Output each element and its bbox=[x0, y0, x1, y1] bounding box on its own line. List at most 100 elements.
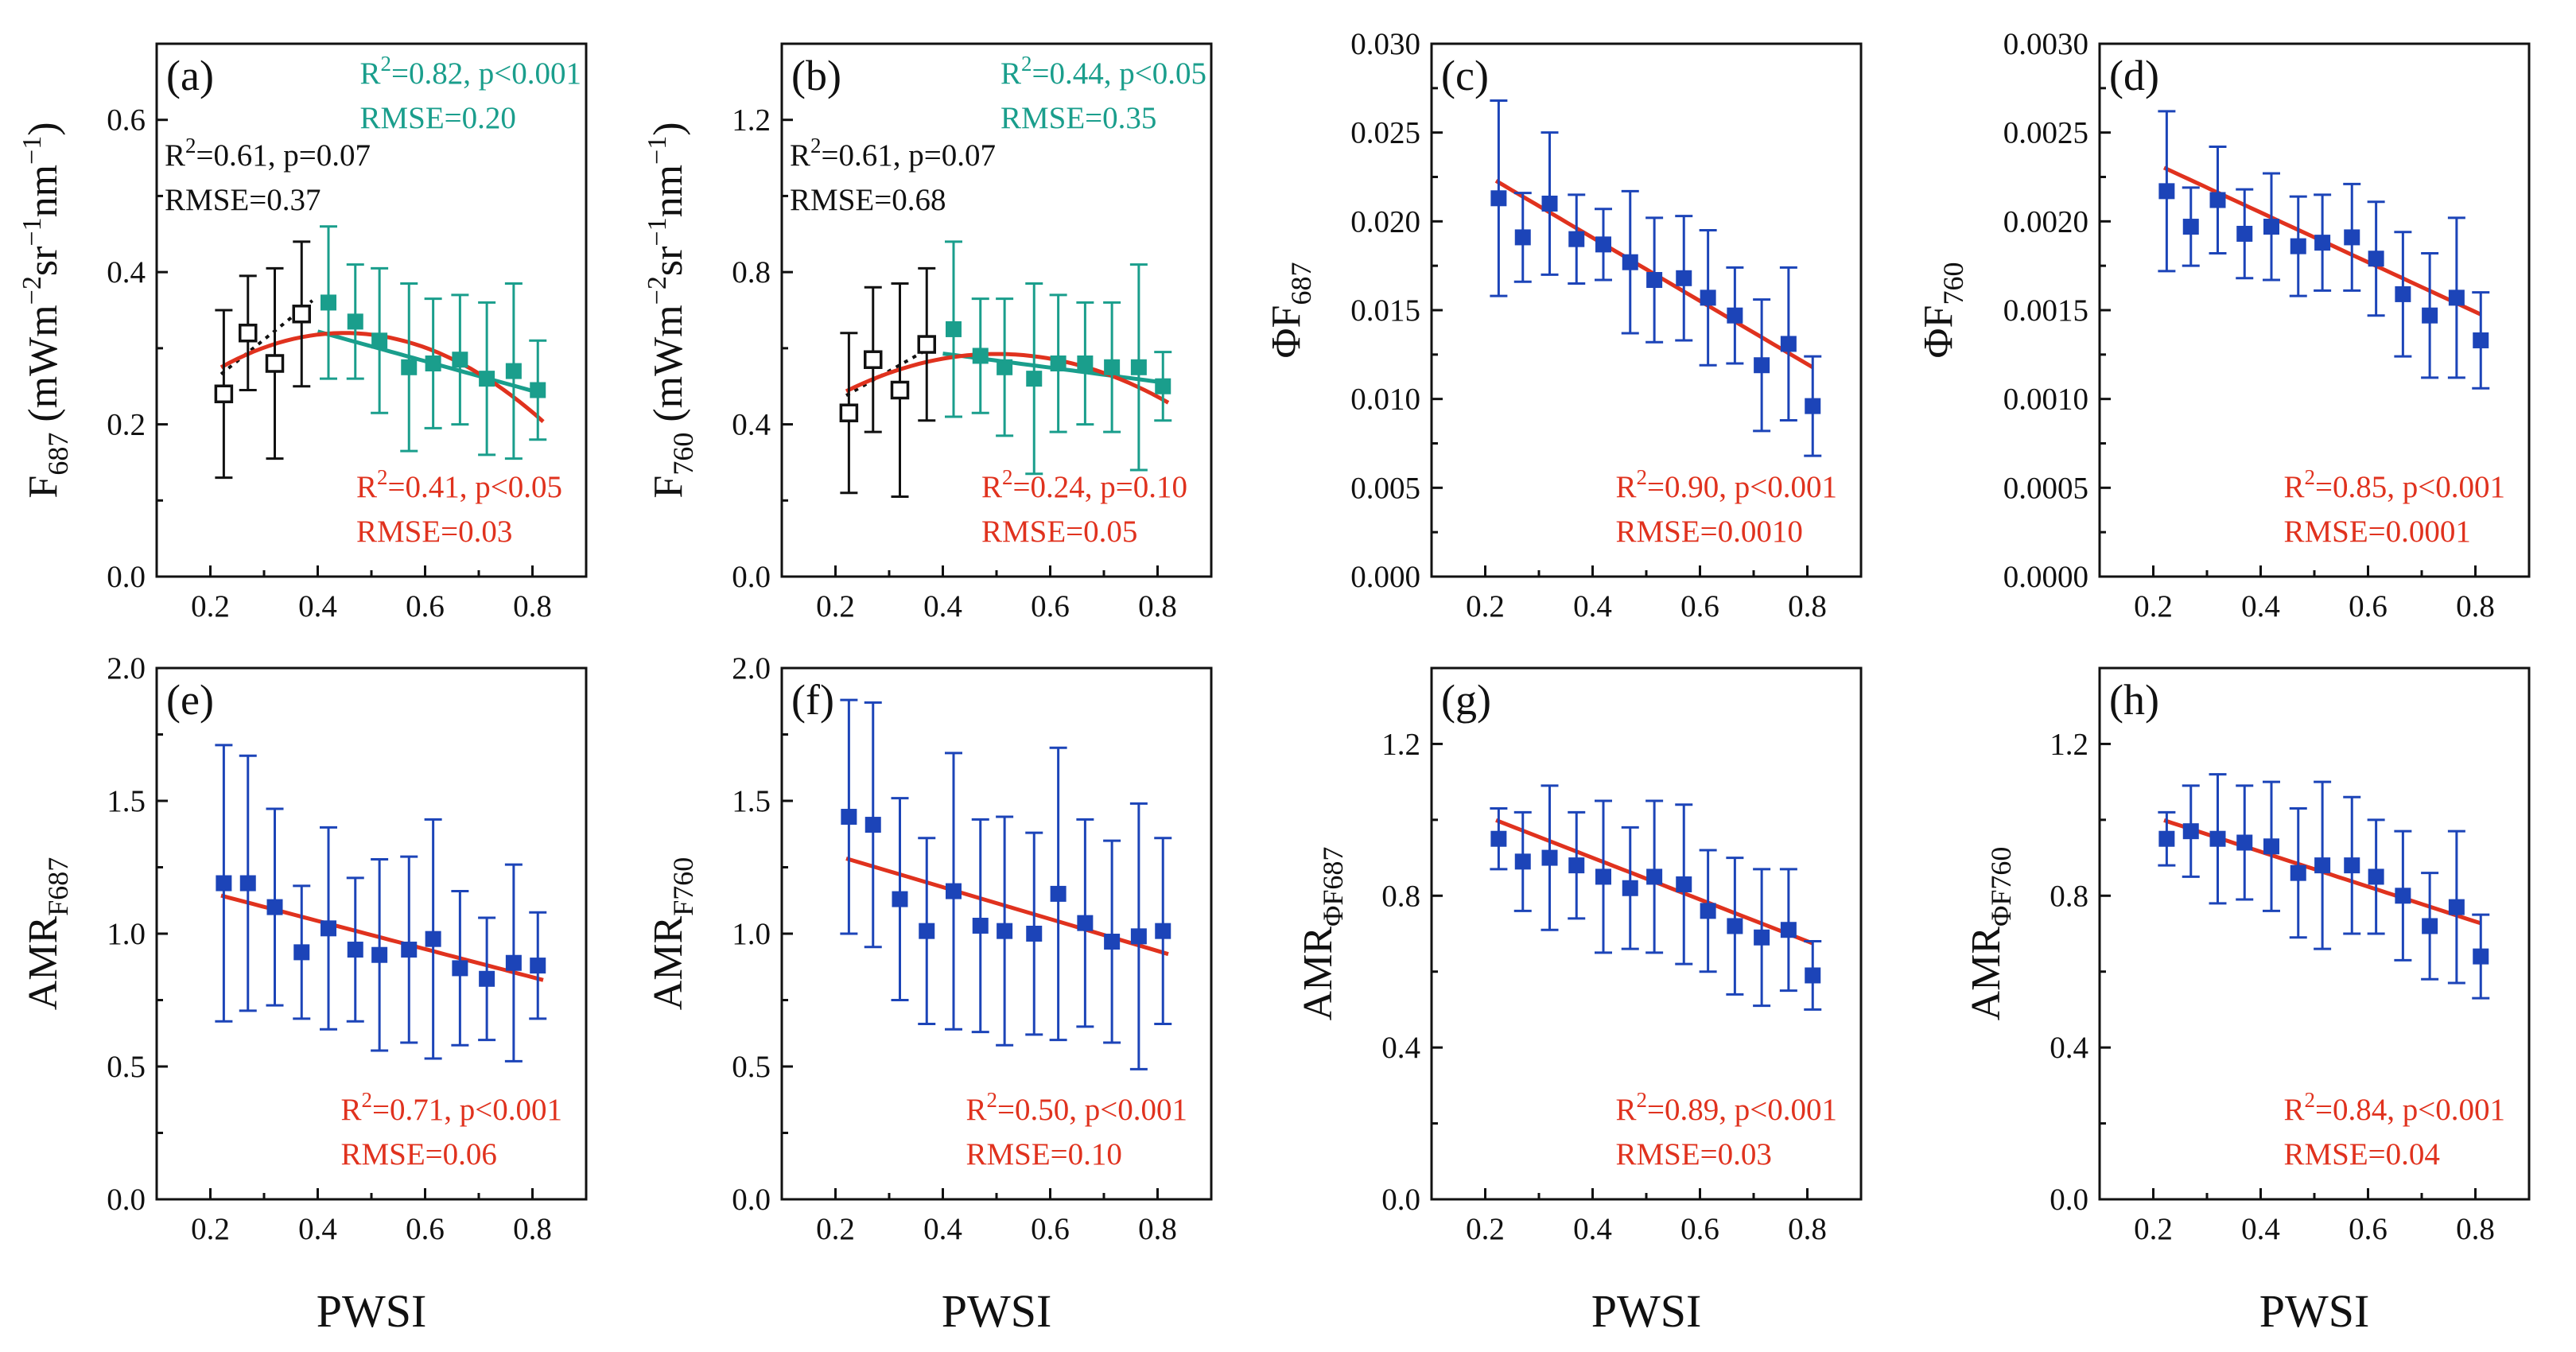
y-axis-label: AMRΦF760 bbox=[1964, 847, 2017, 1021]
y-axis-label: ΦF687 bbox=[1264, 262, 1317, 359]
data-point bbox=[371, 946, 388, 963]
y-label-unit: sr bbox=[646, 247, 691, 277]
data-point bbox=[265, 354, 285, 373]
y-label-unit-sup: −1 bbox=[17, 217, 47, 246]
x-tick-label: 0.8 bbox=[513, 1212, 552, 1246]
x-axis-label: PWSI bbox=[942, 1285, 1052, 1337]
x-tick-label: 0.4 bbox=[2241, 1212, 2280, 1246]
y-label-unit-sup: −1 bbox=[17, 136, 47, 165]
data-point bbox=[2448, 289, 2465, 306]
r2-value: =0.89, p<0.001 bbox=[1647, 1093, 1837, 1127]
stat-r2-red: R2=0.50, p<0.001 bbox=[966, 1088, 1187, 1127]
stat-r2-black: R2=0.61, p=0.07 bbox=[790, 134, 996, 173]
r2-value: =0.82, p<0.001 bbox=[391, 56, 581, 91]
r2-superscript: 2 bbox=[185, 134, 196, 157]
y-tick-label: 1.5 bbox=[107, 784, 146, 818]
panel-f: 0.2 0.4 0.6 0.8 0.0 0.5 1.0 1.5 2.0 AMRF760 PWSI (f… bbox=[646, 651, 1213, 1337]
x-tick-label: 0.8 bbox=[1788, 589, 1827, 624]
y-label-main: F bbox=[646, 476, 691, 499]
data-point bbox=[239, 323, 258, 343]
data-point bbox=[1754, 357, 1770, 374]
data-point bbox=[530, 958, 546, 974]
y-tick-label: 0.0 bbox=[1381, 1183, 1420, 1217]
data-point bbox=[1622, 880, 1638, 896]
data-point bbox=[1622, 254, 1638, 270]
panel-d: 0.2 0.4 0.6 0.8 0.0000 0.0005 0.0010 0.0015 0.00… bbox=[1916, 27, 2531, 624]
x-tick-label: 0.8 bbox=[513, 589, 552, 624]
data-point bbox=[1514, 853, 1531, 870]
data-point bbox=[919, 923, 935, 939]
r2-superscript: 2 bbox=[2305, 465, 2316, 489]
y-tick-label: 0.030 bbox=[1350, 27, 1420, 61]
data-point bbox=[2448, 899, 2465, 915]
y-label-subscript: ΦF687 bbox=[1317, 847, 1349, 927]
y-tick-label: 1.0 bbox=[107, 917, 146, 951]
data-point bbox=[2395, 888, 2411, 904]
data-point bbox=[505, 954, 522, 971]
data-point bbox=[1676, 876, 1692, 892]
data-point bbox=[946, 883, 962, 899]
data-point bbox=[2395, 286, 2411, 302]
r2-superscript: 2 bbox=[1002, 465, 1013, 489]
stat-r2-teal: R2=0.44, p<0.05 bbox=[1000, 52, 1206, 91]
y-tick-label: 0.4 bbox=[2050, 1031, 2088, 1065]
data-point bbox=[2182, 219, 2199, 235]
data-point bbox=[1050, 355, 1067, 371]
data-point bbox=[401, 942, 418, 958]
data-point bbox=[917, 335, 936, 354]
y-tick-label: 0.0 bbox=[107, 560, 146, 594]
y-label-subscript: ΦF760 bbox=[1985, 847, 2017, 927]
y-label-unit: sr bbox=[21, 247, 66, 277]
x-tick-label: 0.2 bbox=[191, 1212, 230, 1246]
x-tick-label: 0.2 bbox=[191, 589, 230, 624]
y-axis-label: AMRF760 bbox=[646, 857, 699, 1011]
data-point bbox=[2473, 332, 2489, 348]
y-label-main: F bbox=[21, 476, 66, 499]
y-tick-label: 0.015 bbox=[1350, 293, 1420, 328]
data-point bbox=[2209, 192, 2226, 208]
y-label-subscript: 687 bbox=[1285, 262, 1317, 305]
y-label-unit: (mWm bbox=[646, 305, 691, 432]
data-point bbox=[1700, 903, 1716, 919]
panel-e: 0.2 0.4 0.6 0.8 0.0 0.5 1.0 1.5 2.0 AMRF687 PWSI (e… bbox=[21, 651, 588, 1337]
x-tick-label: 0.8 bbox=[2456, 1212, 2495, 1246]
r2-superscript: 2 bbox=[381, 52, 392, 76]
data-point bbox=[401, 359, 418, 375]
x-axis-label: PWSI bbox=[1591, 1285, 1702, 1337]
data-point bbox=[1700, 289, 1716, 306]
r2-value: =0.61, p=0.07 bbox=[822, 138, 997, 173]
r2-value: =0.24, p=0.10 bbox=[1013, 470, 1188, 504]
r2-symbol: R bbox=[165, 138, 185, 173]
data-point bbox=[2422, 918, 2438, 934]
y-tick-label: 1.0 bbox=[732, 917, 771, 951]
stat-r2-teal: R2=0.82, p<0.001 bbox=[359, 52, 581, 91]
y-tick-label: 0.5 bbox=[107, 1050, 146, 1084]
data-point bbox=[841, 809, 857, 826]
data-point bbox=[946, 321, 962, 337]
stat-r2-red: R2=0.71, p<0.001 bbox=[340, 1088, 562, 1127]
data-point bbox=[1104, 359, 1121, 375]
y-tick-label: 1.5 bbox=[732, 784, 771, 818]
r2-value: =0.44, p<0.05 bbox=[1032, 56, 1207, 91]
stat-r2-red: R2=0.84, p<0.001 bbox=[2283, 1088, 2505, 1127]
data-point bbox=[1541, 849, 1558, 866]
data-point bbox=[1780, 922, 1797, 938]
y-tick-label: 0.000 bbox=[1350, 560, 1420, 594]
r2-value: =0.41, p<0.05 bbox=[388, 470, 563, 504]
y-label-unit-sup: −1 bbox=[643, 136, 672, 165]
x-tick-label: 0.6 bbox=[2349, 1212, 2388, 1246]
stat-rmse-red: RMSE=0.03 bbox=[356, 515, 512, 549]
data-point bbox=[321, 920, 336, 937]
y-label-unit: ) bbox=[646, 122, 691, 135]
y-axis-label: AMRF687 bbox=[21, 857, 74, 1011]
stat-rmse-teal: RMSE=0.20 bbox=[359, 101, 515, 135]
x-tick-label: 0.6 bbox=[406, 1212, 445, 1246]
data-point bbox=[1026, 926, 1043, 942]
panel-label: (h) bbox=[2109, 676, 2159, 724]
r2-symbol: R bbox=[966, 1093, 986, 1127]
y-tick-label: 0.0000 bbox=[2003, 560, 2088, 594]
data-point bbox=[2290, 864, 2306, 881]
y-label-main: AMR bbox=[21, 915, 66, 1010]
x-tick-label: 0.8 bbox=[1138, 1212, 1177, 1246]
